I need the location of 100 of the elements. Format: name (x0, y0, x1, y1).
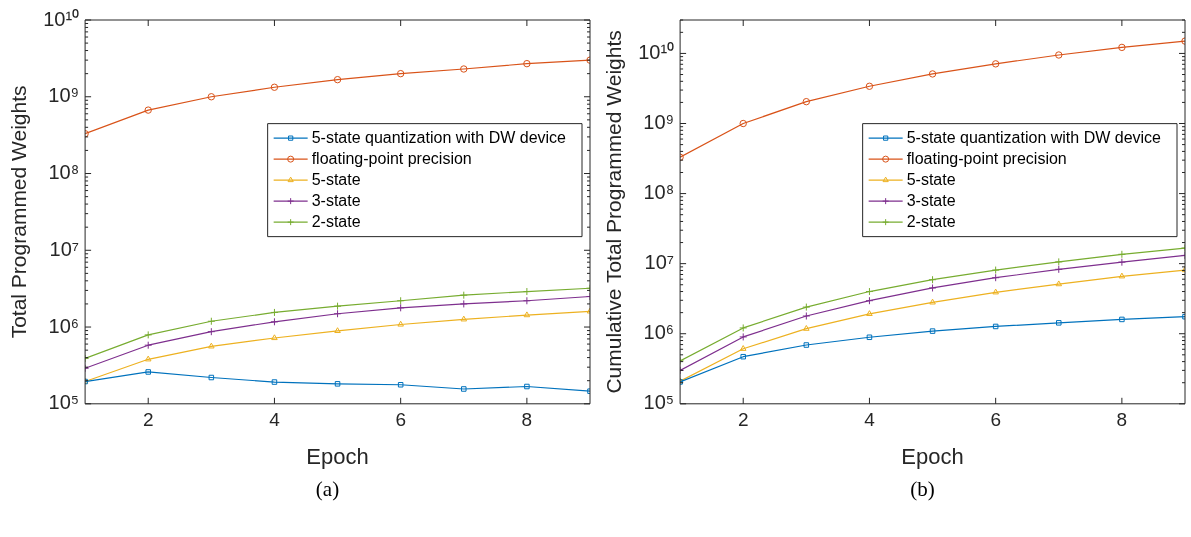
point (802, 97, 811, 106)
y-tick-label: 10⁷ (644, 251, 675, 274)
y-axis-title: Total Programmed Weights (7, 85, 31, 339)
point (991, 273, 1000, 282)
point (333, 309, 342, 318)
point (865, 287, 874, 296)
legend-label: 5-state (311, 170, 361, 188)
x-tick-label: 6 (395, 409, 406, 431)
point (866, 310, 873, 316)
point (1054, 257, 1063, 266)
point (144, 341, 153, 350)
point (803, 324, 810, 331)
point (270, 308, 279, 317)
point (802, 303, 811, 312)
point (1055, 51, 1063, 59)
point (144, 106, 152, 114)
point (333, 75, 342, 84)
point (270, 83, 279, 91)
text: (a) (314, 477, 341, 502)
x-tick-label: 4 (269, 409, 281, 431)
y-tick-label: 10⁶ (643, 321, 675, 344)
point (1056, 320, 1062, 326)
x-axis-title: Epoch (901, 443, 964, 469)
point (522, 287, 531, 296)
point (461, 386, 467, 392)
point (865, 82, 874, 90)
legend-label: 5-state (906, 170, 956, 188)
point (1055, 280, 1063, 287)
point (397, 382, 404, 388)
point (397, 320, 404, 327)
point (928, 275, 937, 284)
point (992, 288, 999, 295)
point (1118, 272, 1126, 279)
x-tick-label: 2 (142, 409, 154, 431)
point (271, 379, 278, 385)
point (524, 383, 530, 390)
y-tick-label: 10⁸ (643, 181, 675, 204)
legend-label: 5-state quantization with DW device (311, 128, 567, 146)
legend-label: 5-state quantization with DW device (906, 128, 1162, 146)
x-tick-label: 6 (990, 409, 1001, 431)
point (929, 298, 936, 305)
point (460, 315, 468, 322)
legend-label: 2-state (311, 212, 361, 230)
point (145, 369, 151, 375)
point (459, 299, 468, 308)
point (739, 345, 747, 351)
text: (b) (909, 477, 936, 502)
point (207, 93, 216, 101)
y-tick-label: 10⁹ (643, 111, 675, 134)
point (991, 60, 1000, 68)
point (522, 296, 531, 305)
point (460, 65, 468, 73)
point (333, 302, 342, 311)
y-tick-label: 10¹⁰ (638, 40, 675, 63)
point (865, 296, 874, 305)
y-axis-title: Cumulative Total Programmed Weights (602, 30, 626, 394)
point (866, 334, 873, 341)
point (739, 332, 748, 341)
point (144, 330, 153, 339)
y-tick-label: 10⁹ (48, 84, 80, 107)
y-tick-label: 10⁷ (49, 237, 80, 260)
legend-label: floating-point precision (311, 149, 472, 167)
y-tick-label: 10⁵ (48, 391, 80, 414)
point (1054, 265, 1063, 274)
point (739, 323, 748, 332)
point (1117, 250, 1126, 259)
x-tick-label: 4 (864, 409, 876, 431)
point (929, 328, 936, 334)
point (459, 291, 468, 300)
point (739, 119, 747, 128)
legend-label: 2-state (906, 212, 956, 230)
point (271, 334, 278, 341)
point (1117, 258, 1126, 267)
point (1118, 43, 1126, 52)
y-tick-label: 10⁵ (643, 391, 675, 414)
point (803, 342, 810, 348)
x-tick-label: 2 (737, 409, 749, 431)
point (992, 323, 999, 330)
point (396, 296, 405, 305)
x-tick-label: 8 (1116, 409, 1128, 431)
point (207, 327, 216, 336)
legend-label: floating-point precision (906, 149, 1067, 167)
point (334, 381, 341, 387)
point (802, 312, 811, 321)
point (208, 374, 215, 381)
legend-label: 3-state (311, 191, 361, 209)
x-tick-label: 8 (521, 409, 533, 431)
point (334, 327, 341, 334)
point (523, 311, 531, 318)
point (208, 342, 215, 349)
y-tick-label: 10⁶ (48, 314, 80, 337)
point (928, 70, 937, 78)
y-tick-label: 10¹⁰ (43, 7, 80, 30)
point (396, 69, 405, 78)
point (740, 353, 746, 360)
point (928, 283, 937, 292)
legend-label: 3-state (906, 191, 956, 209)
point (144, 355, 152, 362)
point (270, 317, 279, 326)
x-axis-title: Epoch (306, 443, 369, 469)
